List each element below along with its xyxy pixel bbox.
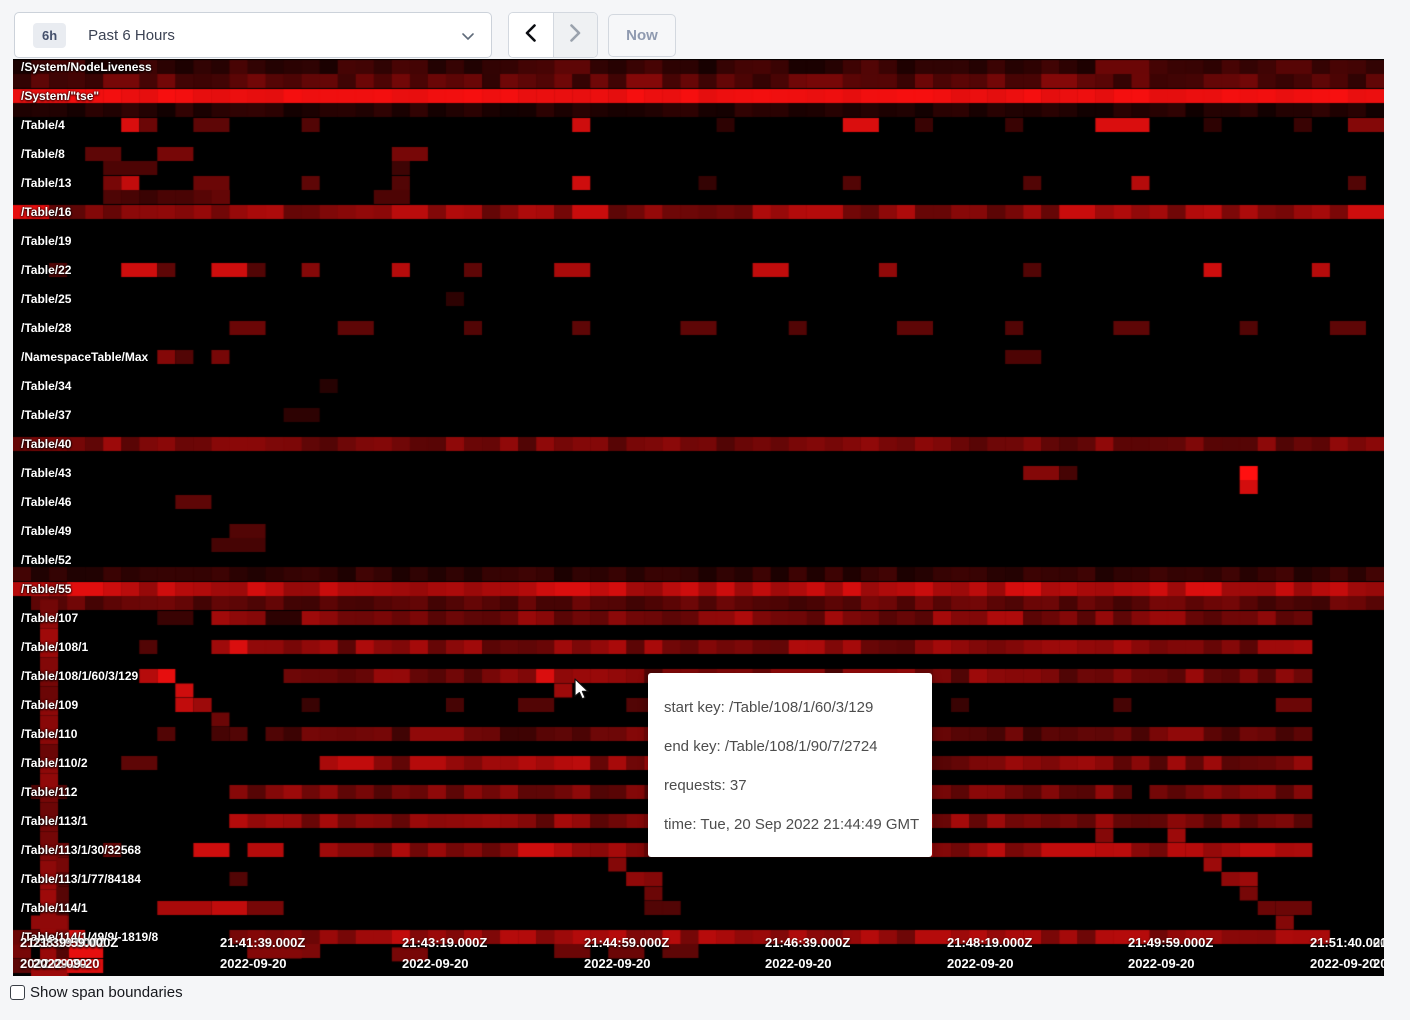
chevron-down-icon <box>461 23 475 54</box>
keyvis-container: /System/NodeLiveness/System/"tse"/Table/… <box>13 59 1384 976</box>
now-button[interactable]: Now <box>608 14 676 57</box>
time-range-badge: 6h <box>33 22 67 48</box>
now-button-label: Now <box>626 27 658 44</box>
tooltip-time: time: Tue, 20 Sep 2022 21:44:49 GMT <box>664 816 920 833</box>
time-range-select[interactable]: 6h Past 6 Hours <box>14 12 492 58</box>
show-span-boundaries-checkbox[interactable] <box>10 985 25 1000</box>
tooltip-start-key: start key: /Table/108/1/60/3/129 <box>664 699 874 716</box>
chevron-right-icon <box>569 23 582 47</box>
tooltip-end-key: end key: /Table/108/1/90/7/2724 <box>664 738 878 755</box>
previous-timeframe-button[interactable] <box>509 13 553 57</box>
time-range-label: Past 6 Hours <box>88 26 175 44</box>
tooltip-requests: requests: 37 <box>664 777 747 794</box>
next-timeframe-button[interactable] <box>552 13 597 57</box>
time-nav-group <box>508 12 598 58</box>
footer-controls: Show span boundaries <box>10 984 183 1001</box>
chevron-left-icon <box>524 23 537 47</box>
cell-tooltip: start key: /Table/108/1/60/3/129 end key… <box>648 673 932 857</box>
show-span-boundaries-label: Show span boundaries <box>30 984 183 1001</box>
